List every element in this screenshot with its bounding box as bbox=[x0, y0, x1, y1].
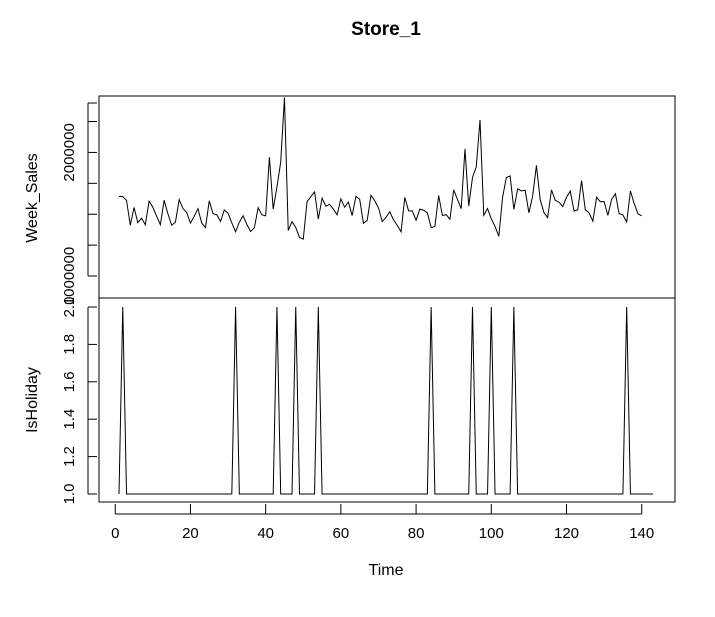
y-tick-label: 2000000 bbox=[61, 123, 78, 181]
isholiday-line bbox=[118, 306, 653, 495]
ylabel-week-sales: Week_Sales bbox=[24, 153, 41, 243]
week-sales-line bbox=[118, 97, 642, 240]
y-tick-label: 1.2 bbox=[61, 446, 78, 467]
panel-frame-isholiday bbox=[98, 297, 676, 503]
x-tick-label: 0 bbox=[111, 525, 119, 542]
x-tick-label: 60 bbox=[333, 525, 350, 542]
y-tick-label: 1.6 bbox=[61, 371, 78, 392]
chart-title: Store_1 bbox=[351, 19, 421, 40]
x-tick-label: 100 bbox=[479, 525, 504, 542]
x-axis: 0 20 40 60 80 100 120 140 bbox=[111, 504, 654, 542]
y-tick-label: 2.0 bbox=[61, 297, 78, 318]
x-tick-label: 140 bbox=[629, 525, 654, 542]
y-tick-label: 1.0 bbox=[61, 484, 78, 505]
y-axis-week-sales: 1000000 2000000 bbox=[61, 102, 97, 305]
panel-frame-week-sales bbox=[98, 95, 676, 299]
x-tick-label: 120 bbox=[554, 525, 579, 542]
x-tick-label: 40 bbox=[257, 525, 274, 542]
y-tick-label: 1.8 bbox=[61, 334, 78, 355]
x-tick-label: 80 bbox=[408, 525, 425, 542]
y-tick-label: 1000000 bbox=[61, 247, 78, 305]
panel-isholiday: IsHoliday 1.0 1.2 1.4 1.6 1.8 2.0 bbox=[24, 297, 676, 505]
y-axis-isholiday: 1.0 1.2 1.4 1.6 1.8 2.0 bbox=[61, 297, 97, 505]
ylabel-isholiday: IsHoliday bbox=[24, 367, 41, 433]
y-tick-label: 1.4 bbox=[61, 409, 78, 430]
xlabel: Time bbox=[369, 562, 404, 579]
panel-week-sales: Week_Sales 1000000 2000000 bbox=[24, 95, 676, 305]
x-tick-label: 20 bbox=[182, 525, 199, 542]
